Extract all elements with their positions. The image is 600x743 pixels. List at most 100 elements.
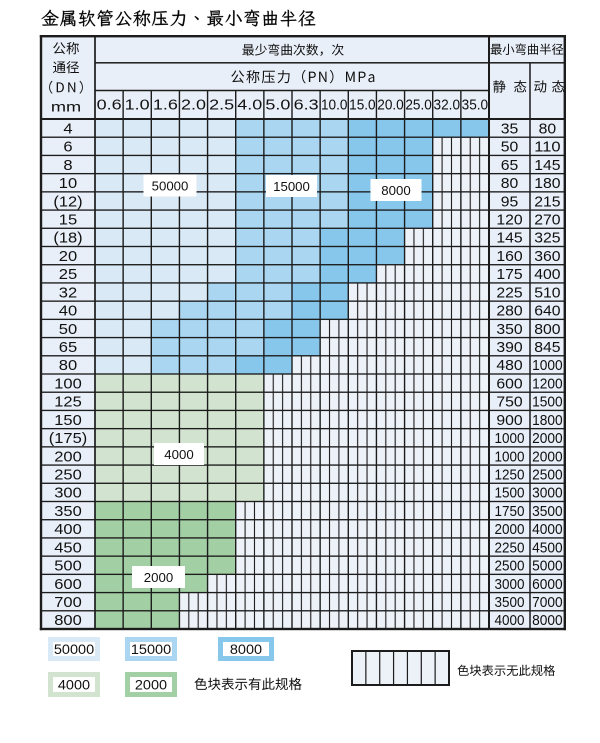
svg-text:8: 8 — [63, 157, 72, 174]
svg-text:1250: 1250 — [495, 467, 525, 484]
svg-text:65: 65 — [59, 339, 77, 356]
svg-text:15000: 15000 — [273, 179, 310, 194]
svg-text:1750: 1750 — [495, 503, 525, 520]
svg-text:32: 32 — [59, 284, 77, 301]
svg-text:145: 145 — [534, 157, 560, 174]
svg-text:225: 225 — [496, 284, 522, 301]
svg-text:250: 250 — [54, 467, 82, 484]
svg-text:175: 175 — [496, 266, 522, 283]
svg-text:8000: 8000 — [532, 612, 563, 629]
svg-text:200: 200 — [54, 448, 82, 465]
svg-text:1500: 1500 — [495, 485, 525, 502]
svg-text:20.0: 20.0 — [377, 98, 404, 114]
svg-text:4000: 4000 — [495, 612, 525, 629]
svg-text:35.0: 35.0 — [462, 98, 489, 114]
svg-text:800: 800 — [54, 612, 82, 629]
svg-text:100: 100 — [54, 375, 82, 392]
svg-text:2000: 2000 — [495, 521, 525, 538]
svg-text:400: 400 — [54, 521, 82, 538]
svg-text:(18): (18) — [53, 230, 82, 247]
svg-text:2000: 2000 — [144, 570, 173, 585]
svg-text:15.0: 15.0 — [349, 98, 376, 114]
svg-text:4000: 4000 — [164, 447, 193, 462]
svg-text:7000: 7000 — [532, 594, 563, 611]
svg-text:110: 110 — [534, 139, 560, 156]
svg-text:400: 400 — [534, 266, 560, 283]
svg-text:6: 6 — [63, 139, 72, 156]
svg-text:15000: 15000 — [131, 642, 172, 657]
svg-text:1500: 1500 — [532, 394, 563, 411]
svg-text:6.3: 6.3 — [294, 98, 319, 114]
svg-text:3000: 3000 — [532, 485, 563, 502]
svg-text:80: 80 — [59, 357, 77, 374]
svg-text:180: 180 — [534, 175, 560, 192]
svg-text:40: 40 — [59, 303, 77, 320]
svg-text:280: 280 — [496, 303, 522, 320]
svg-text:50: 50 — [501, 139, 519, 156]
svg-text:8000: 8000 — [381, 183, 410, 198]
svg-text:4500: 4500 — [532, 539, 563, 556]
svg-text:4: 4 — [63, 120, 72, 137]
svg-text:350: 350 — [496, 321, 522, 338]
svg-text:325: 325 — [534, 230, 560, 247]
svg-text:1200: 1200 — [532, 375, 563, 392]
svg-text:600: 600 — [496, 375, 522, 392]
svg-text:4000: 4000 — [58, 678, 91, 693]
svg-text:800: 800 — [534, 321, 560, 338]
svg-text:145: 145 — [496, 230, 522, 247]
svg-text:10.0: 10.0 — [321, 98, 348, 114]
svg-text:3000: 3000 — [495, 576, 525, 593]
svg-text:160: 160 — [496, 248, 522, 265]
svg-text:50: 50 — [59, 321, 77, 338]
svg-text:5000: 5000 — [532, 558, 563, 575]
svg-text:2500: 2500 — [532, 467, 563, 484]
svg-text:4.0: 4.0 — [237, 98, 262, 114]
svg-text:1800: 1800 — [532, 412, 563, 429]
svg-text:125: 125 — [54, 394, 82, 411]
svg-text:65: 65 — [501, 157, 519, 174]
svg-text:(12): (12) — [53, 193, 82, 210]
svg-text:50000: 50000 — [54, 642, 95, 657]
svg-text:20: 20 — [59, 248, 77, 265]
svg-text:mm: mm — [51, 99, 81, 115]
svg-text:2.5: 2.5 — [209, 98, 234, 114]
svg-text:360: 360 — [534, 248, 560, 265]
svg-text:215: 215 — [534, 193, 560, 210]
svg-text:6000: 6000 — [532, 576, 563, 593]
svg-text:300: 300 — [54, 485, 82, 502]
svg-text:4000: 4000 — [532, 521, 563, 538]
svg-text:32.0: 32.0 — [434, 98, 461, 114]
svg-text:480: 480 — [496, 357, 522, 374]
svg-text:700: 700 — [54, 594, 82, 611]
svg-text:600: 600 — [54, 576, 82, 593]
svg-text:15: 15 — [59, 212, 77, 229]
svg-text:2000: 2000 — [532, 430, 563, 447]
svg-text:270: 270 — [534, 212, 560, 229]
svg-text:(175): (175) — [49, 430, 88, 447]
svg-text:1000: 1000 — [532, 357, 563, 374]
svg-text:1.6: 1.6 — [153, 98, 178, 114]
svg-text:80: 80 — [539, 120, 557, 137]
svg-text:500: 500 — [54, 558, 82, 575]
svg-text:1.0: 1.0 — [125, 98, 150, 114]
svg-text:3500: 3500 — [532, 503, 563, 520]
svg-text:350: 350 — [54, 503, 82, 520]
svg-text:10: 10 — [59, 175, 77, 192]
svg-text:2000: 2000 — [532, 448, 563, 465]
svg-text:845: 845 — [534, 339, 560, 356]
svg-text:2000: 2000 — [135, 678, 168, 693]
svg-text:510: 510 — [534, 284, 560, 301]
svg-text:2.0: 2.0 — [181, 98, 206, 114]
svg-text:50000: 50000 — [152, 179, 189, 194]
svg-text:80: 80 — [501, 175, 519, 192]
svg-text:450: 450 — [54, 539, 82, 556]
svg-text:35: 35 — [501, 120, 519, 137]
svg-text:120: 120 — [496, 212, 522, 229]
svg-text:95: 95 — [501, 193, 519, 210]
svg-text:1000: 1000 — [495, 448, 525, 465]
svg-text:640: 640 — [534, 303, 560, 320]
svg-text:8000: 8000 — [230, 642, 263, 657]
svg-text:390: 390 — [496, 339, 522, 356]
svg-text:1000: 1000 — [495, 430, 525, 447]
svg-text:900: 900 — [496, 412, 522, 429]
